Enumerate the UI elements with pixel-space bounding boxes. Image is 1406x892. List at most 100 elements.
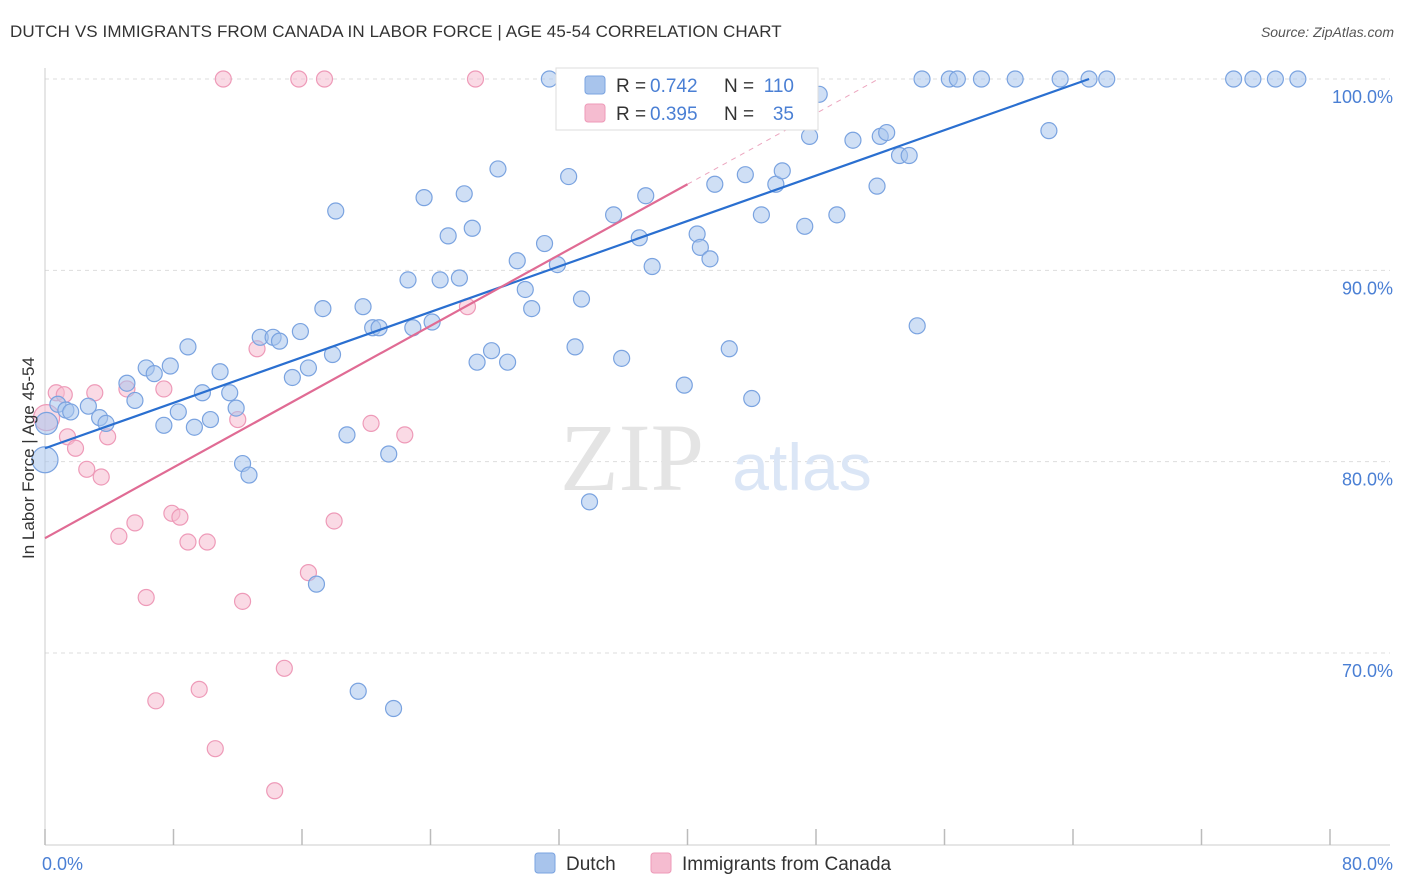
canada-point — [466, 70, 485, 88]
dutch-point — [463, 219, 481, 237]
legend-n-value-dutch: 110 — [764, 76, 794, 97]
dutch-point — [240, 466, 258, 484]
trend-lines — [44, 77, 1090, 540]
dutch-point — [221, 384, 239, 402]
legend-n-label-dutch: N = — [724, 76, 754, 97]
canada-point — [198, 533, 216, 551]
dutch-point — [384, 699, 403, 718]
canada-point — [362, 414, 380, 432]
dutch-point — [468, 353, 486, 371]
legend-r-label-dutch: R = — [616, 76, 646, 97]
legend-r-value-canada: 0.395 — [650, 104, 698, 125]
dutch-point — [535, 234, 554, 253]
canada-point — [214, 70, 232, 88]
dutch-point — [560, 167, 578, 186]
canada-trend-extension — [687, 77, 881, 185]
dutch-point — [380, 445, 398, 463]
dutch-point — [1040, 122, 1058, 140]
dutch-point — [948, 70, 966, 88]
dutch-point — [1098, 70, 1116, 88]
dutch-point — [1225, 70, 1243, 88]
dutch-point — [161, 357, 179, 375]
dutch-point — [291, 322, 309, 341]
dutch-point — [431, 271, 449, 289]
canada-point — [396, 426, 414, 444]
dutch-point — [572, 290, 591, 308]
legend-r-value-dutch: 0.742 — [650, 76, 698, 97]
dutch-point — [613, 349, 631, 367]
dutch-point — [327, 202, 345, 220]
dutch-point — [972, 70, 991, 88]
canada-point — [78, 460, 96, 478]
dutch-point — [482, 342, 501, 360]
dutch-point — [900, 146, 918, 165]
dutch-point — [844, 131, 862, 149]
canada-point — [147, 692, 165, 710]
canada-point — [110, 527, 128, 545]
dutch-point — [270, 332, 289, 350]
dutch-point — [354, 298, 372, 316]
dutch-point — [773, 162, 791, 180]
dutch-point — [283, 368, 301, 387]
dutch-point — [179, 338, 197, 356]
canada-point — [66, 439, 85, 457]
canada-point — [206, 740, 224, 758]
y-tick-label: 80.0% — [1342, 470, 1393, 490]
dutch-point — [155, 416, 173, 434]
canada-points — [33, 70, 485, 800]
dutch-point — [1006, 70, 1024, 88]
dutch-point — [637, 187, 655, 205]
dutch-point — [399, 271, 417, 289]
dutch-point — [701, 250, 719, 268]
canada-point — [275, 659, 293, 677]
dutch-point — [62, 403, 80, 421]
dutch-point — [1244, 70, 1262, 88]
legend-bottom: Dutch Immigrants from Canada — [534, 852, 892, 875]
dutch-point — [508, 252, 526, 270]
dutch-point — [31, 446, 59, 474]
dutch-point — [908, 317, 926, 335]
dutch-point — [913, 70, 931, 88]
dutch-point — [523, 300, 541, 318]
bottom-legend-dutch: Dutch — [566, 854, 616, 875]
dutch-point — [338, 426, 356, 444]
legend-swatch-dutch — [584, 75, 606, 95]
y-axis-label: In Labor Force | Age 45-54 — [19, 357, 38, 559]
dutch-point — [736, 166, 754, 184]
dutch-point — [227, 399, 245, 417]
dutch-point — [643, 257, 661, 276]
canada-point — [290, 70, 308, 88]
dutch-point — [185, 418, 203, 436]
dutch-point — [868, 177, 886, 195]
dutch-point — [489, 160, 507, 178]
dutch-point — [720, 340, 738, 358]
watermark: ZIP atlas — [560, 404, 872, 511]
canada-point — [155, 380, 173, 398]
dutch-point — [415, 189, 433, 207]
x-tick-label: 0.0% — [42, 854, 83, 874]
legend-swatch-canada — [584, 103, 606, 123]
dutch-point — [169, 403, 187, 421]
canada-point — [126, 514, 144, 532]
dutch-point — [35, 411, 59, 435]
canada-point — [137, 588, 155, 607]
legend-n-value-canada: 35 — [773, 104, 794, 125]
dutch-point — [201, 410, 220, 429]
dutch-point — [743, 389, 761, 408]
dutch-point — [580, 493, 599, 511]
dutch-point — [118, 374, 136, 392]
canada-point — [233, 592, 252, 610]
bottom-legend-swatch-dutch — [534, 852, 556, 874]
y-tick-label: 70.0% — [1342, 661, 1393, 681]
dutch-point — [307, 575, 326, 593]
canada-point — [171, 508, 189, 526]
dutch-trend-line — [44, 77, 1090, 450]
bottom-legend-swatch-canada — [650, 852, 672, 874]
dutch-point — [706, 175, 724, 193]
dutch-point — [800, 127, 819, 145]
dutch-point — [1266, 70, 1284, 88]
dutch-point — [455, 185, 473, 203]
dutch-point — [828, 206, 846, 224]
y-tick-label: 90.0% — [1342, 278, 1393, 298]
